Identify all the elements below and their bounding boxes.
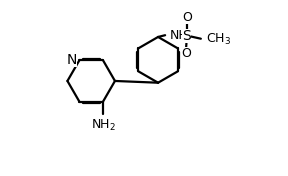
Text: N: N (67, 53, 77, 67)
Text: CH$_3$: CH$_3$ (206, 32, 231, 47)
Text: O: O (182, 11, 192, 24)
Text: NH: NH (170, 29, 188, 42)
Text: S: S (182, 29, 191, 43)
Text: NH$_2$: NH$_2$ (91, 118, 115, 133)
Text: O: O (181, 47, 191, 60)
